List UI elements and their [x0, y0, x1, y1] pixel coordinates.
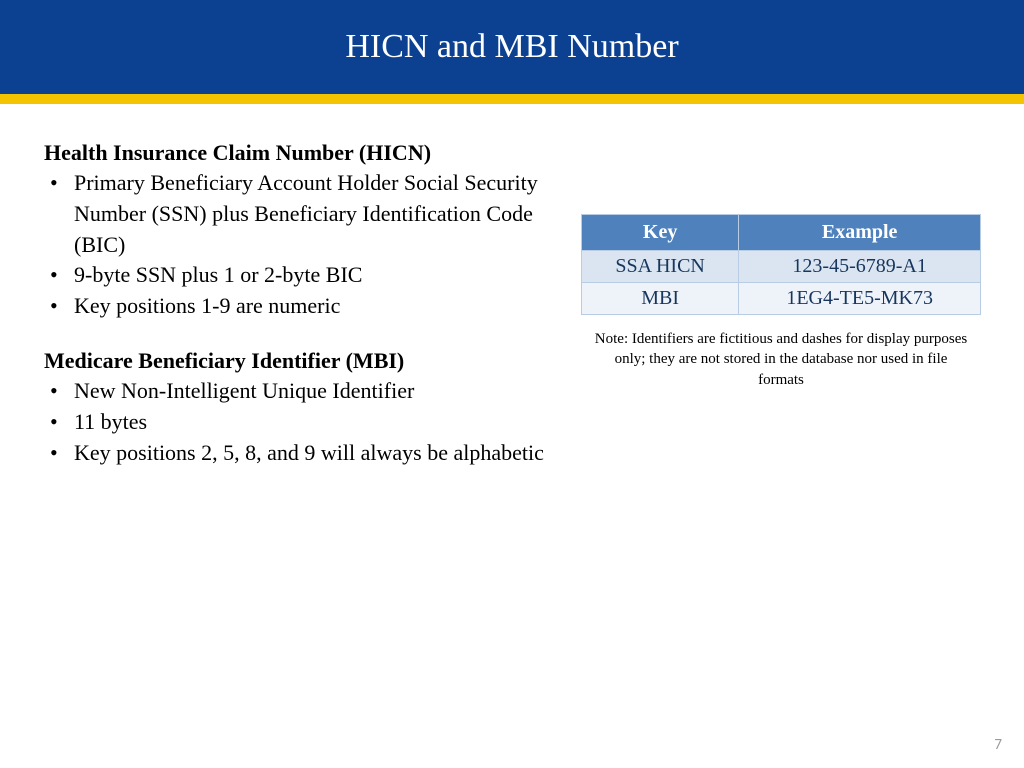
list-item: 11 bytes: [44, 407, 554, 438]
cell-key: MBI: [582, 283, 739, 315]
list-item: 9-byte SSN plus 1 or 2-byte BIC: [44, 260, 554, 291]
col-header-example: Example: [739, 215, 981, 251]
list-item: New Non-Intelligent Unique Identifier: [44, 376, 554, 407]
table-note: Note: Identifiers are fictitious and das…: [591, 329, 971, 390]
list-item: Key positions 2, 5, 8, and 9 will always…: [44, 438, 554, 469]
key-example-table: Key Example SSA HICN 123-45-6789-A1 MBI …: [581, 214, 981, 315]
mbi-heading: Medicare Beneficiary Identifier (MBI): [44, 348, 554, 374]
hicn-heading: Health Insurance Claim Number (HICN): [44, 140, 554, 166]
table-row: SSA HICN 123-45-6789-A1: [582, 251, 981, 283]
table-header-row: Key Example: [582, 215, 981, 251]
list-item: Key positions 1-9 are numeric: [44, 291, 554, 322]
list-item: Primary Beneficiary Account Holder Socia…: [44, 168, 554, 260]
cell-example: 1EG4-TE5-MK73: [739, 283, 981, 315]
content-area: Health Insurance Claim Number (HICN) Pri…: [0, 104, 1024, 494]
hicn-bullet-list: Primary Beneficiary Account Holder Socia…: [44, 168, 554, 322]
page-title: HICN and MBI Number: [345, 28, 678, 66]
mbi-bullet-list: New Non-Intelligent Unique Identifier 11…: [44, 376, 554, 468]
page-number: 7: [994, 736, 1002, 754]
cell-key: SSA HICN: [582, 251, 739, 283]
col-header-key: Key: [582, 215, 739, 251]
cell-example: 123-45-6789-A1: [739, 251, 981, 283]
table-row: MBI 1EG4-TE5-MK73: [582, 283, 981, 315]
gold-stripe: [0, 94, 1024, 104]
header-bar: HICN and MBI Number: [0, 0, 1024, 94]
left-column: Health Insurance Claim Number (HICN) Pri…: [44, 140, 554, 494]
right-column: Key Example SSA HICN 123-45-6789-A1 MBI …: [554, 140, 988, 494]
